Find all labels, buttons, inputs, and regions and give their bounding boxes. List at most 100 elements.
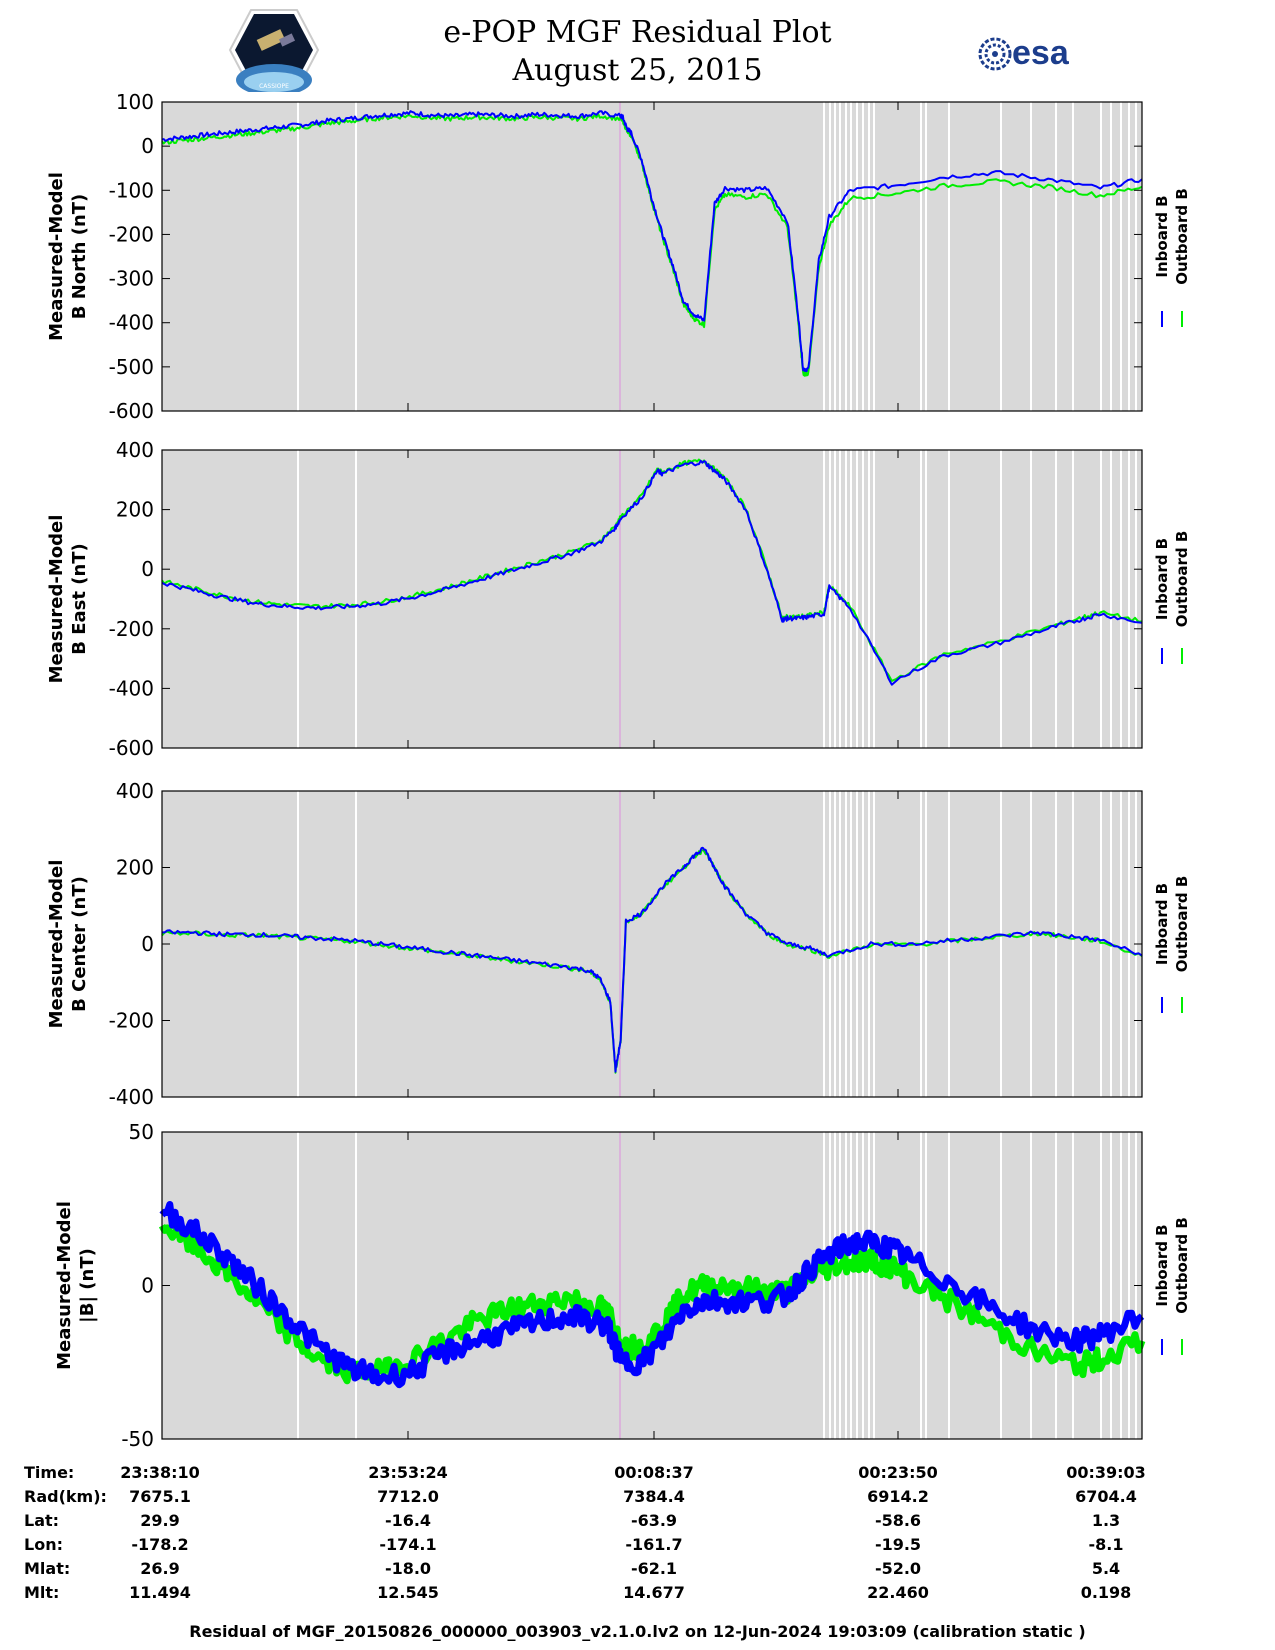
- esa-logo-label: esa: [1012, 34, 1069, 72]
- data-gap-stripe: [823, 791, 825, 1097]
- data-gap-stripe: [1072, 791, 1074, 1097]
- legend-outboard-label: Outboard B: [1173, 876, 1191, 973]
- ephemeris-cell: 6704.4: [1075, 1487, 1137, 1506]
- data-gap-stripe: [873, 102, 875, 411]
- data-gap-stripe: [868, 1132, 870, 1439]
- data-gap-stripe: [920, 102, 922, 411]
- ephemeris-cell: 26.9: [140, 1559, 180, 1578]
- data-gap-stripe: [925, 791, 927, 1097]
- ephemeris-cell: 22.460: [867, 1583, 929, 1602]
- ephemeris-cell: 12.545: [377, 1583, 439, 1602]
- panel-1-frame: [161, 101, 1143, 412]
- y-tick-label: -400: [109, 676, 154, 700]
- ephemeris-cell: 14.677: [623, 1583, 685, 1602]
- ephemeris-row: Mlat: 26.9 -18.0 -62.1 -52.0 5.4: [0, 1559, 1275, 1583]
- data-gap-stripe: [1100, 1132, 1102, 1439]
- data-gap-stripe: [355, 102, 357, 411]
- data-gap-stripe: [355, 450, 357, 748]
- data-gap-stripe: [925, 450, 927, 748]
- data-gap-stripe: [948, 1132, 950, 1439]
- ephemeris-cell: 1.3: [1091, 1511, 1121, 1530]
- data-gap-stripe: [829, 450, 831, 748]
- data-gap-stripe: [856, 791, 858, 1097]
- data-gap-stripe: [834, 1132, 836, 1439]
- ephemeris-cell: -174.1: [379, 1535, 437, 1554]
- panel-2-frame: [161, 449, 1143, 749]
- data-gap-stripe: [1100, 791, 1102, 1097]
- data-gap-stripe: [948, 102, 950, 411]
- panel-2-ylabel-line1: Measured-Model: [46, 515, 67, 684]
- y-tick-label: -50: [121, 1427, 154, 1451]
- data-gap-stripe: [355, 1132, 357, 1439]
- y-tick-label: 200: [116, 498, 154, 522]
- panel-3-background: [162, 791, 1142, 1097]
- data-gap-stripe: [1135, 102, 1137, 411]
- ephemeris-row-label: Time:: [24, 1463, 75, 1482]
- data-gap-stripe: [862, 450, 864, 748]
- ephemeris-cell: 00:23:50: [858, 1463, 938, 1482]
- ephemeris-cell: 7675.1: [129, 1487, 191, 1506]
- data-gap-stripe: [845, 791, 847, 1097]
- ephemeris-cell: -178.2: [131, 1535, 189, 1554]
- ephemeris-cell: -58.6: [874, 1511, 922, 1530]
- legend-inboard-label: Inboard B: [1153, 1224, 1171, 1306]
- ephemeris-cell: 23:38:10: [120, 1463, 200, 1482]
- panel-4-background: [162, 1132, 1142, 1439]
- data-gap-stripe: [1030, 791, 1032, 1097]
- data-gap-stripe: [829, 791, 831, 1097]
- ephemeris-row-label: Mlat:: [24, 1559, 71, 1578]
- data-gap-stripe: [845, 450, 847, 748]
- ephemeris-row: Rad(km): 7675.1 7712.0 7384.4 6914.2 6704.4: [0, 1487, 1275, 1511]
- data-gap-stripe: [1128, 102, 1130, 411]
- data-gap-stripe: [1055, 791, 1057, 1097]
- ephemeris-row-label: Mlt:: [24, 1583, 60, 1602]
- ephemeris-row: Time: 23:38:10 23:53:24 00:08:37 00:23:50 00:…: [0, 1463, 1275, 1487]
- data-gap-stripe: [850, 791, 852, 1097]
- panel-4-series-inboard: [159, 1201, 1145, 1389]
- legend-inboard-label: Inboard B: [1153, 883, 1171, 965]
- panel-3-series-inboard: [162, 846, 1143, 1073]
- data-gap-stripe: [868, 102, 870, 411]
- data-gap-stripe: [834, 791, 836, 1097]
- data-gap-stripe: [1128, 791, 1130, 1097]
- legend-inboard-label: Inboard B: [1153, 195, 1171, 277]
- panel-4-ylabel-line1: Measured-Model: [54, 1201, 75, 1370]
- data-gap-stripe: [1100, 102, 1102, 411]
- data-gap-stripe: [850, 450, 852, 748]
- y-tick-label: -200: [109, 1009, 154, 1033]
- data-gap-stripe: [1000, 450, 1002, 748]
- data-gap-stripe: [1135, 450, 1137, 748]
- ephemeris-cell: -52.0: [874, 1559, 922, 1578]
- data-gap-stripe: [1030, 450, 1032, 748]
- panel-1-ylabel-line1: Measured-Model: [46, 172, 67, 341]
- y-tick-label: 0: [141, 134, 154, 158]
- y-tick-label: 0: [141, 1274, 154, 1298]
- data-gap-stripe: [1055, 1132, 1057, 1439]
- data-gap-stripe: [829, 1132, 831, 1439]
- panel-1-series-inboard: [161, 110, 1143, 373]
- panel-2-series-inboard: [161, 459, 1143, 686]
- plot-title-line1: e-POP MGF Residual Plot: [443, 15, 832, 50]
- data-gap-stripe: [839, 791, 841, 1097]
- ephemeris-row: Lat: 29.9 -16.4 -63.9 -58.6 1.3: [0, 1511, 1275, 1535]
- data-gap-stripe: [297, 791, 299, 1097]
- ephemeris-row-label: Rad(km):: [24, 1487, 107, 1506]
- ephemeris-cell: 7384.4: [623, 1487, 685, 1506]
- ephemeris-cell: -62.1: [630, 1559, 678, 1578]
- data-gap-stripe: [1072, 102, 1074, 411]
- y-tick-label: -600: [109, 736, 154, 760]
- ephemeris-row-label: Lat:: [24, 1511, 60, 1530]
- data-gap-stripe: [925, 102, 927, 411]
- data-gap-stripe: [920, 450, 922, 748]
- data-gap-stripe: [1000, 791, 1002, 1097]
- y-tick-label: -500: [109, 355, 154, 379]
- ephemeris-cell: 7712.0: [377, 1487, 439, 1506]
- y-tick-label: -600: [109, 399, 154, 423]
- legend-inboard-label: Inboard B: [1153, 538, 1171, 620]
- legend-outboard-label: Outboard B: [1173, 188, 1191, 285]
- panel-2-background: [162, 450, 1142, 748]
- data-gap-stripe: [1128, 450, 1130, 748]
- data-gap-stripe: [862, 791, 864, 1097]
- y-tick-label: -200: [109, 222, 154, 246]
- ephemeris-table: Time: 23:38:10 23:53:24 00:08:37 00:23:50 00:…: [0, 1463, 1275, 1613]
